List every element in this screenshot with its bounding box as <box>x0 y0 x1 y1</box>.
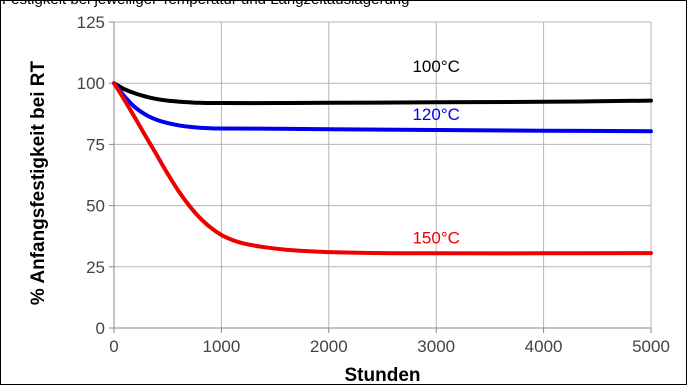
series-line-1 <box>112 81 653 134</box>
x-tick-label: 5000 <box>632 337 670 356</box>
x-tick-label: 4000 <box>525 337 563 356</box>
x-tick-label: 2000 <box>310 337 348 356</box>
x-axis-title: Stunden <box>345 365 421 385</box>
y-tick-label: 0 <box>96 319 105 338</box>
series-lines <box>112 81 653 256</box>
y-tick-label: 100 <box>77 74 105 93</box>
axes <box>109 21 652 333</box>
cropped-caption: Festigkeit bei jeweiliger Temperatur und… <box>2 0 685 9</box>
series-label-2: 150°C <box>412 229 459 248</box>
plot-area <box>114 22 651 328</box>
y-tick-label: 50 <box>86 197 105 216</box>
series-label-1: 120°C <box>412 105 459 124</box>
y-tick-label: 75 <box>86 135 105 154</box>
series-label-0: 100°C <box>412 57 459 76</box>
series-line-0 <box>112 81 653 106</box>
y-tick-label: 125 <box>77 13 105 32</box>
series-labels: 100°C 120°C 150°C <box>412 57 459 247</box>
tick-labels: 0 25 50 75 100 125 0 1000 2000 3000 4000 5000 <box>77 13 670 356</box>
x-tick-label: 1000 <box>202 337 240 356</box>
x-tick-label: 3000 <box>417 337 455 356</box>
series-line-2 <box>112 81 653 256</box>
y-tick-label: 25 <box>86 258 105 277</box>
y-axis-title: % Anfangsfestigkeit bei RT <box>28 60 49 305</box>
x-tick-label: 0 <box>109 337 118 356</box>
grid <box>113 21 652 329</box>
